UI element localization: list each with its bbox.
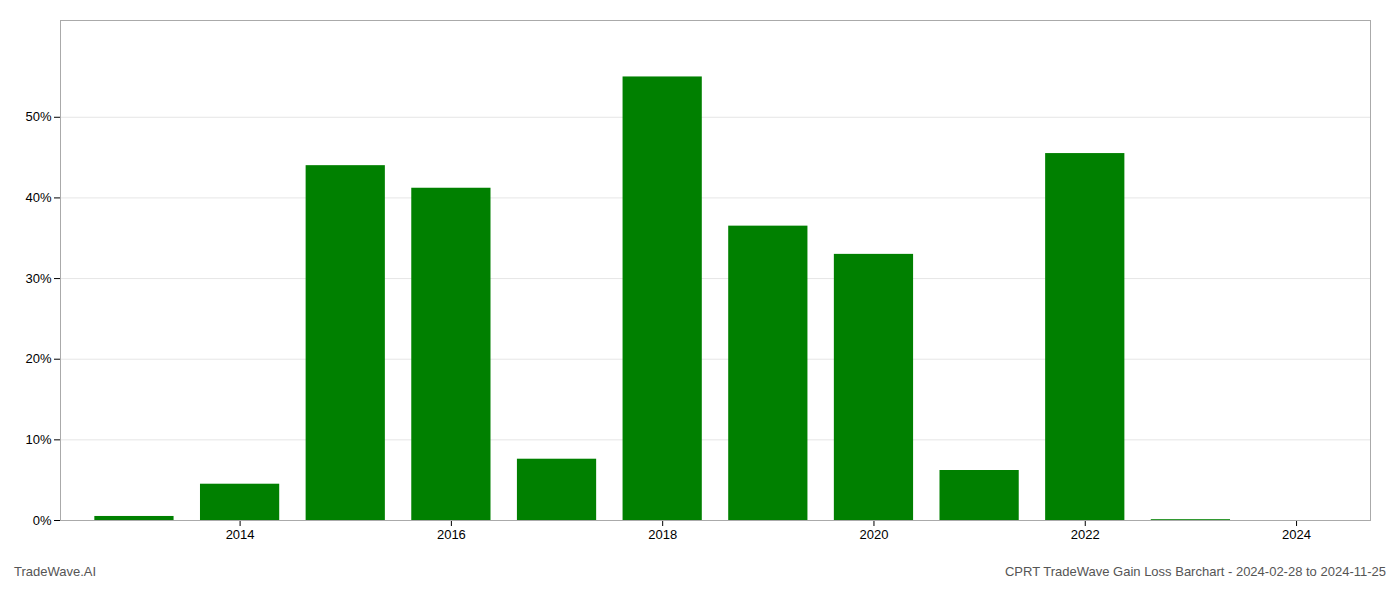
- svg-text:2018: 2018: [648, 527, 677, 542]
- svg-text:2016: 2016: [437, 527, 466, 542]
- svg-text:0%: 0%: [33, 513, 52, 528]
- svg-text:40%: 40%: [25, 190, 51, 205]
- svg-text:2014: 2014: [226, 527, 255, 542]
- svg-text:2020: 2020: [860, 527, 889, 542]
- svg-text:2024: 2024: [1282, 527, 1311, 542]
- svg-text:2022: 2022: [1071, 527, 1100, 542]
- html-text:TradeWave.AI: TradeWave.AI: [14, 564, 97, 579]
- svg-text:50%: 50%: [25, 109, 51, 124]
- svg-text:20%: 20%: [25, 351, 51, 366]
- svg-text:10%: 10%: [25, 432, 51, 447]
- svg-text:30%: 30%: [25, 271, 51, 286]
- html-text:CPRT TradeWave Gain Loss Barch: CPRT TradeWave Gain Loss Barchart - 2024…: [1004, 564, 1386, 579]
